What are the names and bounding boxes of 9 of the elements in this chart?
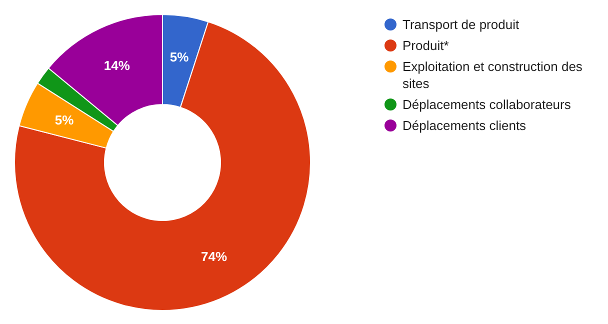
legend-label: Produit* xyxy=(402,38,449,53)
legend-label: Exploitation et construction des sites xyxy=(402,59,583,91)
legend-label: Déplacements clients xyxy=(402,118,527,133)
data-label: 5% xyxy=(54,112,74,128)
data-label: 5% xyxy=(170,49,190,64)
legend-label: Transport de produit xyxy=(402,17,520,32)
data-label: 74% xyxy=(201,248,228,264)
legend-label: Déplacements collaborateurs xyxy=(402,97,572,112)
data-label: 14% xyxy=(104,58,130,74)
